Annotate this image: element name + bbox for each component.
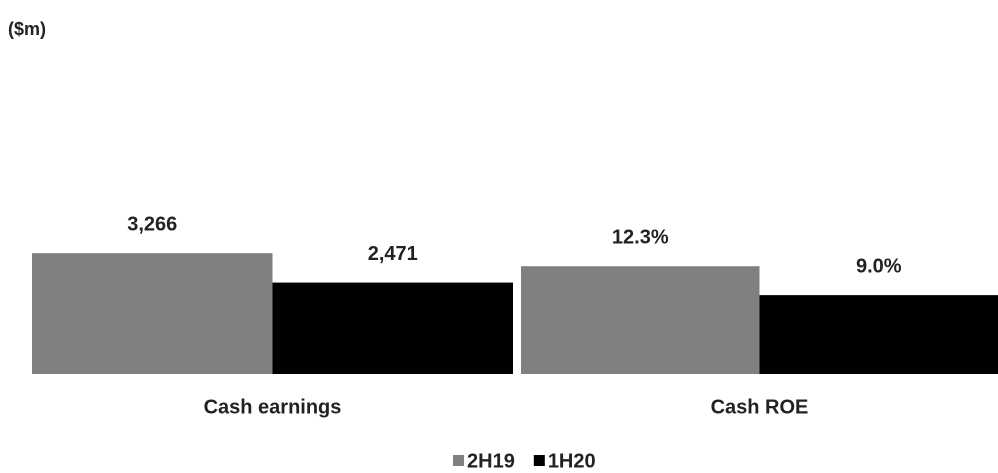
chart-title: ($m) — [8, 19, 46, 39]
legend-label: 2H19 — [467, 450, 515, 472]
value-label: 12.3% — [612, 226, 669, 248]
legend-swatch — [453, 455, 464, 466]
value-label: 9.0% — [856, 255, 902, 277]
bar — [32, 253, 273, 374]
x-tick-label: Cash ROE — [711, 396, 809, 418]
bar — [759, 295, 998, 374]
bar — [521, 266, 760, 374]
legend-label: 1H20 — [548, 450, 596, 472]
legend-swatch — [533, 455, 545, 466]
value-label: 3,266 — [127, 213, 177, 235]
x-tick-label: Cash earnings — [204, 396, 342, 418]
bar — [272, 282, 513, 374]
value-label: 2,471 — [368, 243, 418, 265]
